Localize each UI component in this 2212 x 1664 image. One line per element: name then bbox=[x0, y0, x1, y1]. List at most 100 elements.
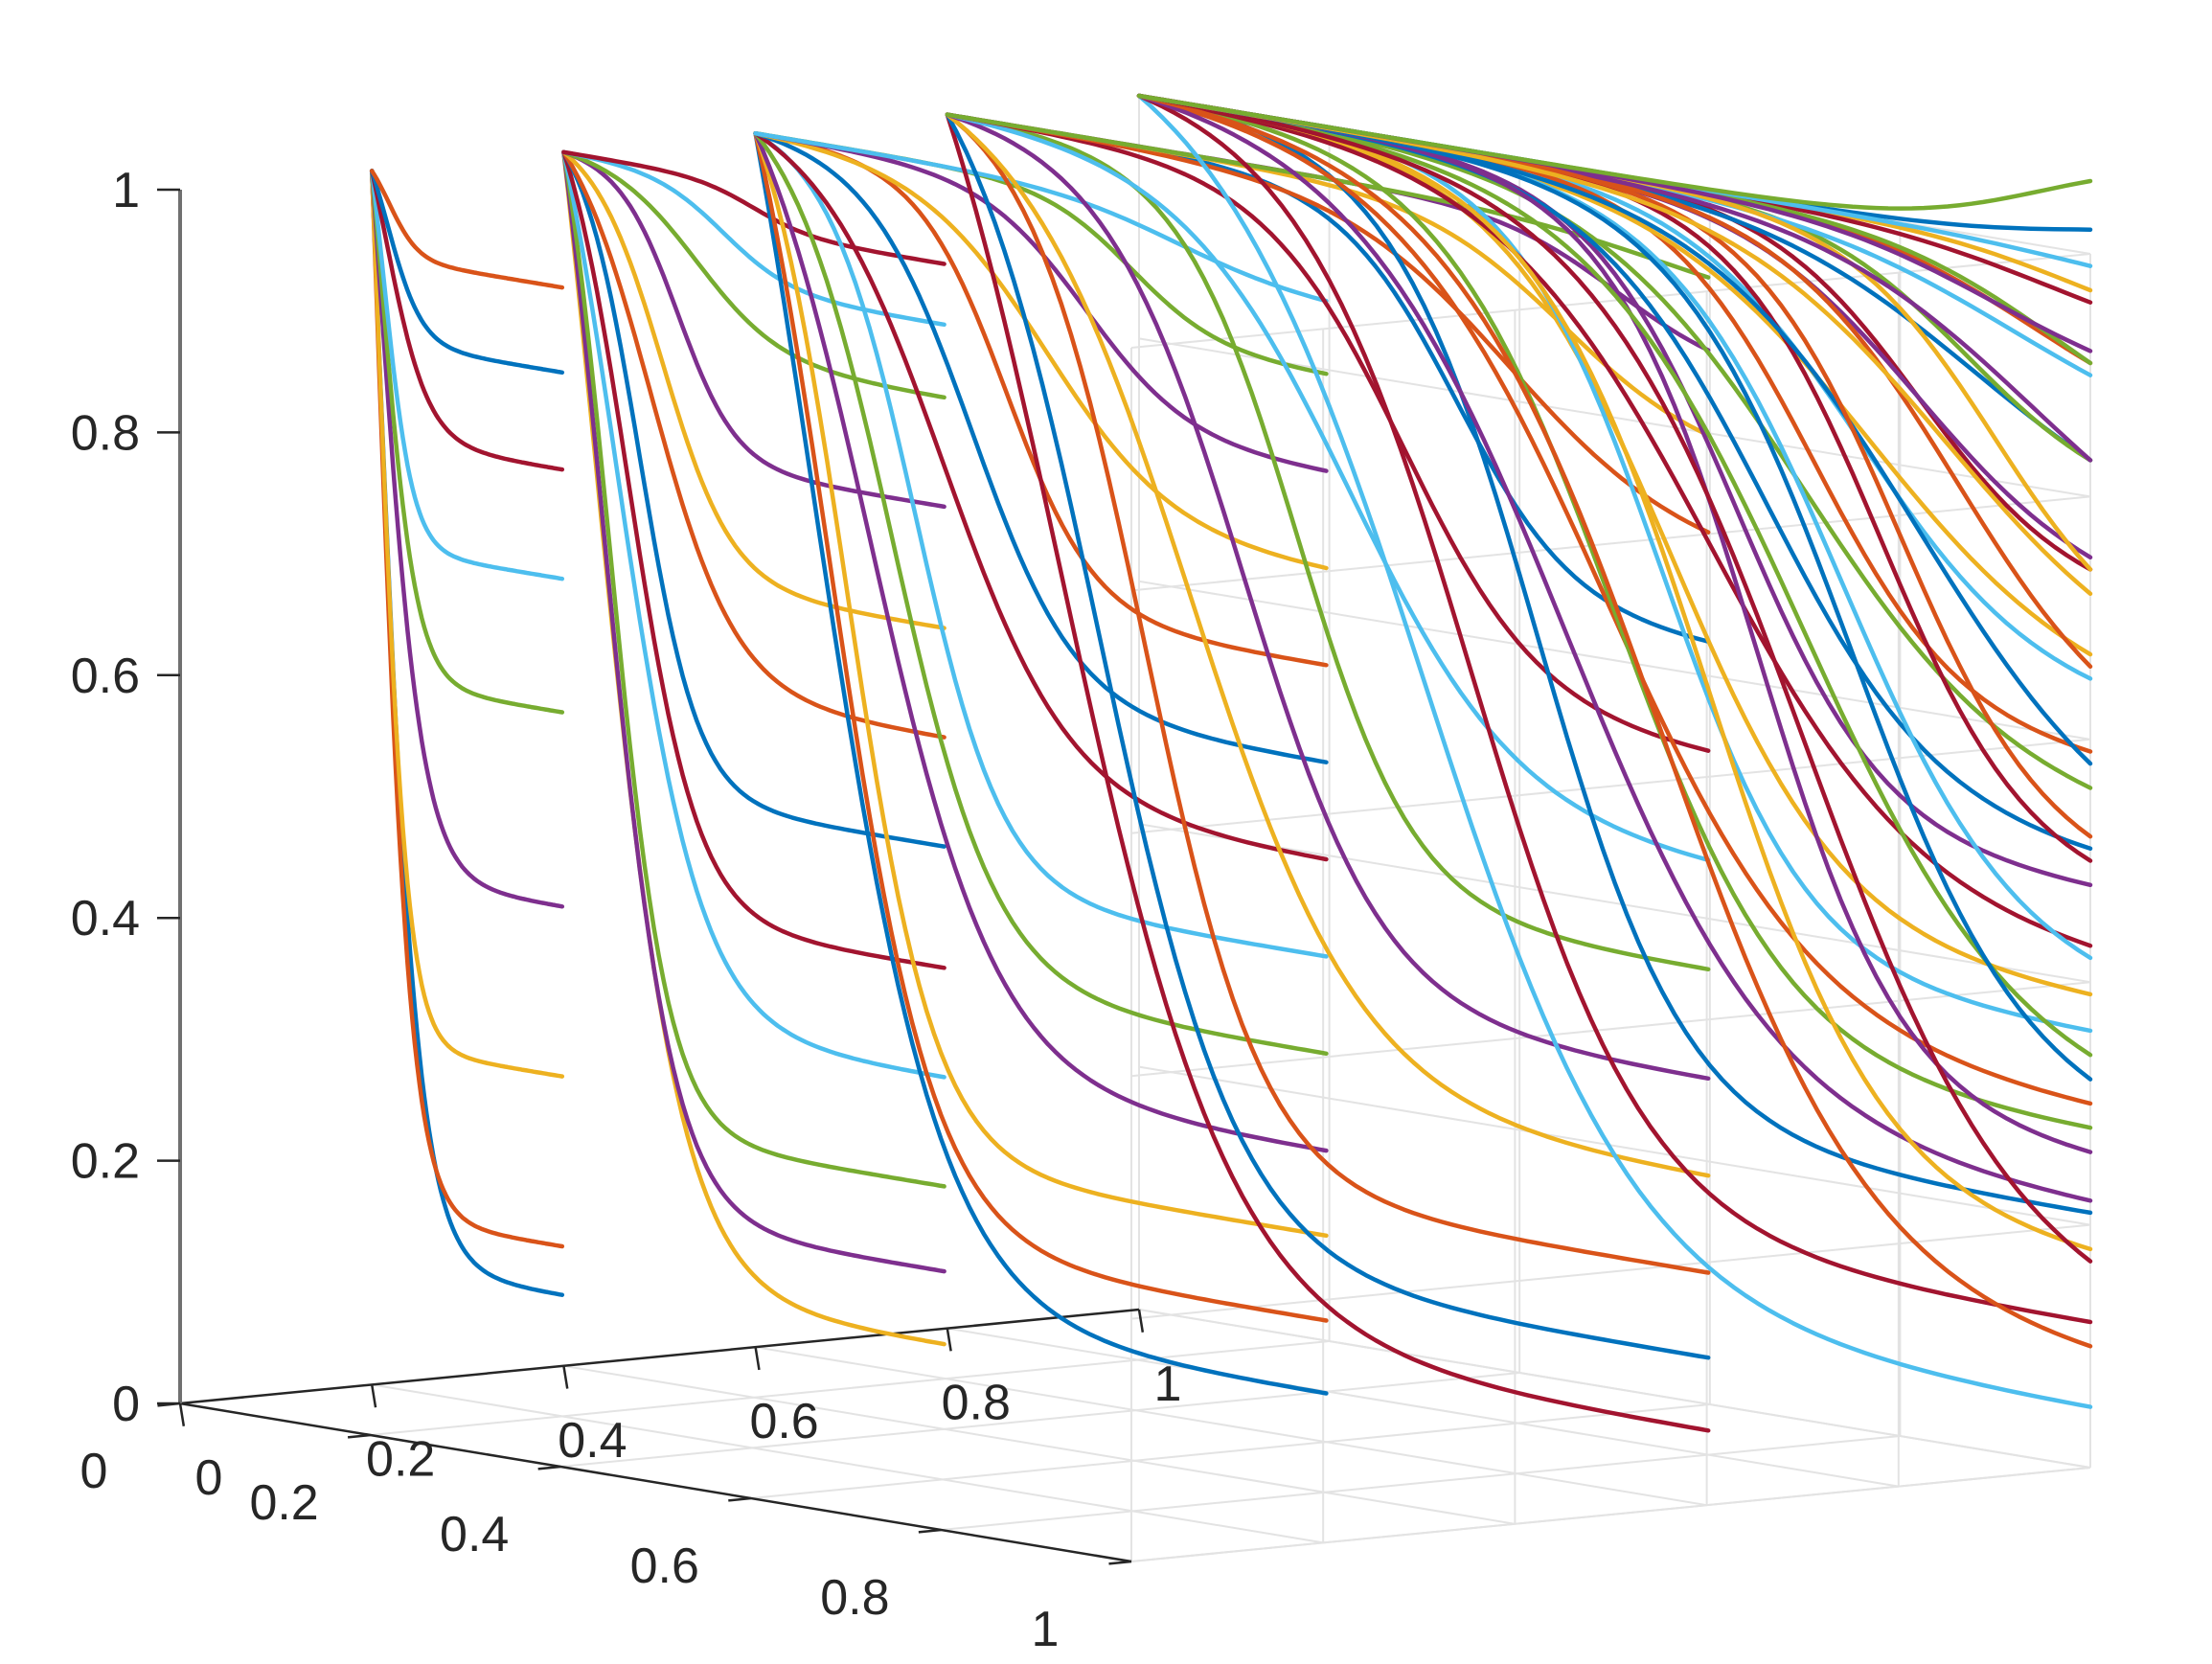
series-line bbox=[1136, 93, 2093, 1130]
x-tick-mark bbox=[537, 1465, 561, 1470]
gridline-sidewall-z bbox=[1138, 337, 2091, 498]
x-tick-label: 1 bbox=[1032, 1602, 1060, 1657]
y-tick-mark bbox=[178, 1402, 186, 1426]
z-tick-label: 0.8 bbox=[71, 405, 140, 461]
series-line bbox=[945, 112, 1711, 1433]
gridline-floor-y bbox=[1138, 1309, 2091, 1469]
series-line bbox=[753, 130, 1329, 1057]
y-tick-mark bbox=[1137, 1309, 1145, 1333]
y-tick-mark bbox=[946, 1328, 952, 1352]
z-tick-label: 0.6 bbox=[71, 649, 140, 704]
series-line bbox=[561, 149, 946, 1347]
series-line bbox=[753, 130, 1329, 1239]
series-line bbox=[753, 130, 1329, 764]
x-tick-label: 0.4 bbox=[440, 1507, 509, 1562]
x-tick-mark bbox=[918, 1528, 942, 1534]
series-line bbox=[369, 169, 565, 715]
series-line bbox=[753, 130, 1329, 668]
z-tick-label: 0.4 bbox=[71, 891, 140, 946]
x-tick-mark bbox=[347, 1433, 371, 1439]
series-line bbox=[753, 130, 1329, 304]
series-line bbox=[1136, 93, 2093, 1203]
y-axis-line bbox=[179, 1308, 1140, 1405]
series-line bbox=[369, 169, 565, 1297]
series-line bbox=[369, 169, 565, 1249]
z-tick-label: 0 bbox=[112, 1377, 140, 1432]
series-line bbox=[369, 169, 565, 376]
y-tick-mark bbox=[370, 1384, 377, 1408]
z-tick-label: 0.2 bbox=[71, 1134, 140, 1190]
x-tick-label: 0.8 bbox=[820, 1570, 889, 1626]
series-line bbox=[561, 149, 946, 970]
y-tick-label: 0.4 bbox=[558, 1413, 627, 1469]
series-line bbox=[1136, 93, 2093, 1325]
grid-layer bbox=[179, 95, 2091, 1562]
series-line bbox=[1136, 93, 2093, 1264]
x-tick-label: 0 bbox=[80, 1444, 108, 1499]
y-tick-mark bbox=[562, 1365, 569, 1389]
series-line bbox=[753, 130, 1329, 1153]
x-tick-label: 0.6 bbox=[630, 1539, 699, 1594]
series-line bbox=[561, 149, 946, 740]
series-line bbox=[369, 169, 565, 472]
series-line bbox=[1136, 93, 2093, 211]
series-line bbox=[561, 149, 946, 328]
series-line bbox=[369, 169, 565, 1079]
series-layer bbox=[369, 93, 2093, 1433]
series-line bbox=[1136, 93, 2093, 1216]
series-line bbox=[561, 149, 946, 1274]
series-line bbox=[753, 130, 1329, 959]
series-line bbox=[945, 112, 1711, 753]
series-line bbox=[945, 112, 1711, 1082]
tick-label-layer: 0 000.20.20.20.40.40.40.60.60.60.80.80.81… bbox=[71, 163, 1182, 1657]
series-line bbox=[945, 112, 1711, 1178]
series-line bbox=[945, 112, 1711, 972]
x-tick-mark bbox=[1108, 1560, 1132, 1565]
gridline-backwall-z bbox=[1130, 1223, 2091, 1320]
series-line bbox=[945, 112, 1711, 1275]
gridline-floor-y bbox=[946, 1327, 1899, 1488]
y-tick-label: 0.2 bbox=[366, 1431, 435, 1487]
z-tick-label: 1 bbox=[112, 163, 140, 218]
x-tick-mark bbox=[728, 1496, 751, 1502]
gridline-floor-x bbox=[370, 1340, 1330, 1436]
series-line bbox=[753, 130, 1329, 1323]
x-tick-label: 0.2 bbox=[249, 1475, 318, 1531]
y-tick-label: 0.6 bbox=[749, 1394, 818, 1449]
series-line bbox=[561, 149, 946, 266]
gridline-floor-x bbox=[1130, 1467, 2091, 1562]
series-line bbox=[753, 130, 1329, 862]
axis-layer bbox=[157, 188, 1145, 1565]
series-line bbox=[1136, 93, 2093, 1106]
series-line bbox=[753, 130, 1329, 1396]
gridline-floor-y bbox=[755, 1346, 1707, 1507]
x-axis-line bbox=[179, 1402, 1132, 1563]
gridline-floor-x bbox=[560, 1372, 1520, 1468]
series-line bbox=[1136, 93, 2093, 1349]
y-tick-label: 0 bbox=[195, 1450, 223, 1506]
series-line bbox=[561, 149, 946, 630]
gridline-floor-y bbox=[563, 1364, 1516, 1525]
gridline-sidewall-z bbox=[1138, 580, 2091, 741]
gridline-floor-x bbox=[750, 1403, 1710, 1499]
gridline-backwall-z bbox=[1130, 981, 2091, 1078]
gridline-sidewall-z bbox=[1138, 1065, 2091, 1226]
y-tick-label: 0.8 bbox=[942, 1376, 1011, 1431]
series-line bbox=[561, 149, 946, 1080]
series-line bbox=[369, 169, 565, 290]
gridline-floor-x bbox=[941, 1435, 1901, 1531]
series-line bbox=[561, 149, 946, 1189]
series-line bbox=[1136, 93, 2093, 948]
series-line bbox=[561, 149, 946, 400]
series-line bbox=[945, 112, 1711, 863]
gridline-sidewall-z bbox=[1138, 823, 2091, 984]
series-line bbox=[369, 169, 565, 581]
y-tick-label: 1 bbox=[1154, 1356, 1182, 1412]
series-line bbox=[369, 169, 565, 909]
series-line bbox=[561, 149, 946, 849]
series-line bbox=[945, 112, 1711, 1360]
series-line bbox=[1136, 93, 2093, 1409]
gridline-floor-y bbox=[372, 1383, 1324, 1544]
y-tick-mark bbox=[754, 1347, 761, 1371]
